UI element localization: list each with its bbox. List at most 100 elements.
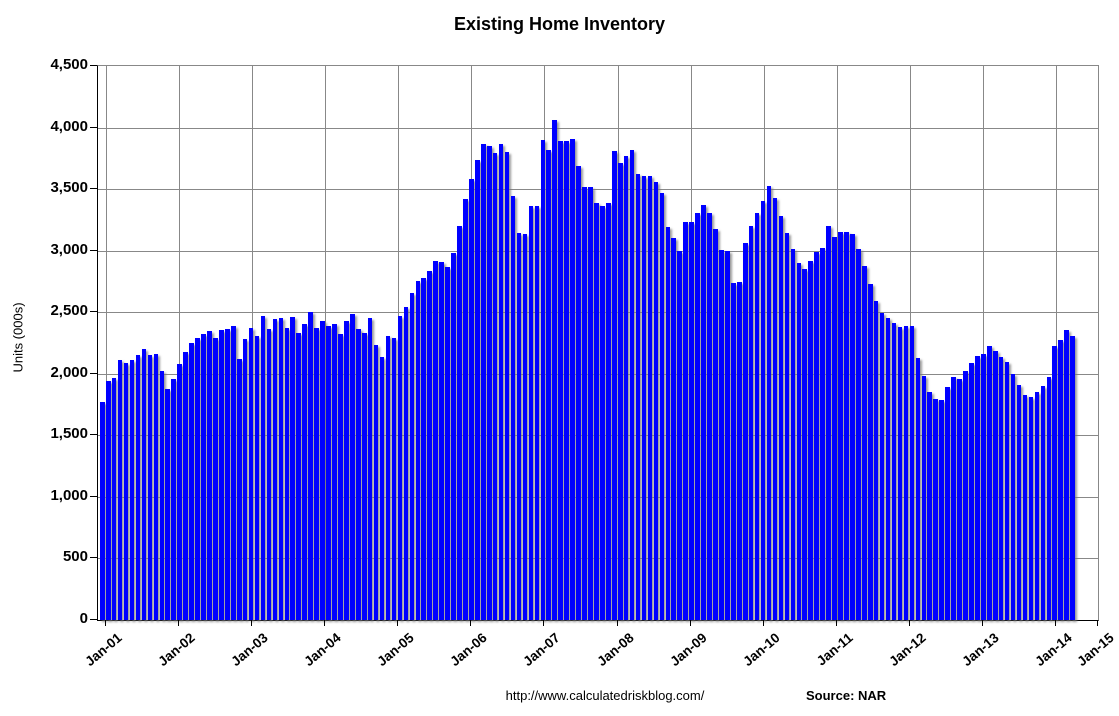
bar [891, 322, 897, 620]
bar [213, 338, 218, 620]
bar [986, 345, 992, 620]
bar [754, 212, 760, 620]
bar [909, 326, 915, 620]
bar [314, 328, 319, 620]
bar [528, 205, 534, 620]
bar [272, 318, 278, 620]
bar [1010, 374, 1016, 620]
bar [296, 332, 302, 620]
bar [820, 248, 825, 620]
bar [165, 388, 171, 620]
bar [885, 318, 891, 620]
bar [111, 378, 117, 620]
y-tick-mark [90, 65, 97, 66]
bar [290, 316, 296, 620]
bar [844, 231, 849, 620]
y-tick-mark [90, 373, 97, 374]
bar [564, 141, 569, 620]
bar [707, 213, 712, 620]
y-tick-mark [90, 434, 97, 435]
bar [385, 335, 391, 620]
bar [1034, 392, 1040, 620]
y-tick-mark [90, 557, 97, 558]
bar [1016, 385, 1022, 620]
bar [957, 379, 962, 620]
bar [117, 360, 123, 620]
x-tick-label: Jan-13 [959, 630, 1002, 669]
bar [766, 186, 772, 620]
x-tick-mark [909, 620, 910, 626]
x-gridline [837, 66, 838, 620]
bar [659, 192, 665, 620]
bar [338, 334, 343, 620]
x-tick-mark [543, 620, 544, 626]
bar [135, 355, 141, 620]
y-tick-label: 4,000 [50, 118, 88, 135]
bar [421, 277, 427, 620]
y-gridline [98, 189, 1098, 190]
x-gridline [983, 66, 984, 620]
y-gridline [98, 128, 1098, 129]
bar [123, 362, 129, 620]
bar [701, 204, 706, 620]
bar [522, 234, 528, 620]
bar [236, 359, 242, 620]
bar [355, 328, 361, 620]
x-gridline [325, 66, 326, 620]
bar [284, 328, 290, 620]
bar [641, 176, 647, 620]
bar [1052, 345, 1058, 620]
y-tick-mark [90, 496, 97, 497]
bar [832, 236, 837, 620]
bar [570, 139, 575, 620]
bar [826, 226, 831, 620]
bar [731, 282, 736, 620]
bar [475, 160, 480, 620]
bar [1070, 335, 1075, 620]
x-tick-mark [836, 620, 837, 626]
bar [415, 281, 421, 620]
x-tick-mark [763, 620, 764, 626]
bar [867, 283, 873, 620]
bar [963, 371, 968, 620]
bar [1058, 340, 1064, 620]
x-tick-label: Jan-09 [667, 630, 710, 669]
x-tick-mark [178, 620, 179, 626]
x-tick-label: Jan-02 [155, 630, 198, 669]
source-url: http://www.calculatedriskblog.com/ [505, 688, 705, 703]
bar [469, 179, 474, 620]
bar [445, 267, 450, 620]
x-tick-mark [105, 620, 106, 626]
bar [344, 320, 349, 620]
bar [510, 195, 516, 620]
x-tick-mark [1097, 620, 1098, 626]
bar [933, 399, 938, 620]
bar [391, 338, 397, 620]
bar [427, 270, 432, 620]
bar [397, 315, 403, 620]
y-tick-mark [90, 127, 97, 128]
bar [558, 141, 563, 620]
bar [254, 335, 260, 620]
y-tick-label: 2,000 [50, 364, 88, 381]
bar [540, 140, 546, 620]
bar [230, 325, 236, 620]
bar [588, 187, 593, 620]
x-tick-mark [397, 620, 398, 626]
bar [897, 326, 903, 620]
bar [772, 198, 778, 620]
bar [480, 144, 486, 620]
bar [647, 176, 653, 620]
bar [492, 153, 498, 620]
bar [105, 380, 111, 620]
x-tick-label: Jan-11 [813, 630, 856, 669]
x-tick-label: Jan-03 [228, 630, 271, 669]
bar [939, 399, 944, 620]
x-tick-label: Jan-07 [520, 630, 563, 669]
bar [683, 222, 688, 620]
y-tick-label: 0 [79, 610, 88, 627]
bar [748, 226, 754, 620]
bar [141, 349, 147, 620]
bar [373, 345, 379, 620]
